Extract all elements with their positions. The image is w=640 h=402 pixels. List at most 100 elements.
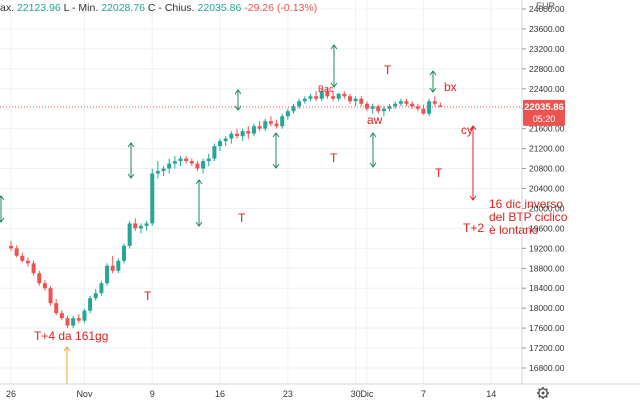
candle-up (319, 91, 324, 99)
candle-up (116, 260, 121, 271)
y-tick-label: 22800.00 (529, 64, 565, 74)
candle-up (353, 98, 358, 102)
candle-up (93, 293, 98, 299)
y-tick-label: 19600.00 (529, 223, 565, 233)
arrow-head-bottom (429, 87, 437, 93)
settings-gear-icon[interactable] (537, 387, 549, 399)
candle-down (348, 96, 352, 102)
annotation-text: del BTP ciclico (489, 210, 568, 224)
candle-up (387, 106, 392, 109)
arrow-head-bottom (272, 163, 280, 169)
annotation-text: T (144, 289, 152, 303)
x-axis[interactable]: 26 Nov 9 16 23 30 Dic 7 14 (6, 389, 496, 399)
annotation-text: è lontano (489, 223, 539, 237)
close-value: 22035.86 (197, 2, 242, 14)
green-double-arrow (0, 195, 5, 223)
close-label: C - Chius. (147, 2, 195, 14)
candle-down (20, 255, 25, 261)
candle-up (150, 173, 155, 224)
y-tick-label: 17200.00 (529, 343, 565, 353)
candle-down (325, 91, 330, 97)
candle-up (99, 283, 104, 294)
candle-up (144, 223, 149, 226)
candle-up (88, 298, 93, 311)
y-tick-label: 24000.00 (529, 4, 565, 14)
candle-up (178, 158, 183, 162)
y-tick-label: 20000.00 (529, 203, 565, 213)
candle-up (285, 111, 290, 117)
candle-up (308, 96, 313, 99)
arrow-head-top (0, 195, 5, 201)
annotation-text: cy (461, 123, 473, 137)
x-tick-label: Dic (360, 389, 373, 399)
annotation-text: T (435, 166, 443, 180)
candle-up (427, 101, 432, 114)
candle-down (268, 121, 273, 124)
y-tick-label: 21600.00 (529, 124, 565, 134)
green-double-arrow (369, 132, 377, 168)
price-badge-value: 22035.86 (524, 102, 564, 113)
candle-down (76, 318, 81, 321)
x-tick-label: Nov (76, 389, 93, 399)
candle-down (42, 283, 47, 289)
green-double-arrow (234, 89, 242, 111)
arrow-head-bottom (0, 217, 5, 223)
candle-down (274, 123, 279, 127)
candle-down (184, 158, 189, 162)
green-double-arrow (127, 142, 135, 179)
annotation-text: aw (367, 113, 383, 127)
arrow-head-top (369, 132, 377, 138)
candle-up (291, 106, 296, 112)
annotation-text: T (330, 151, 338, 165)
green-double-arrow (330, 44, 338, 88)
candle-down (432, 101, 437, 104)
arrow-head-bottom (127, 173, 135, 179)
candle-up (218, 141, 223, 147)
change-value: -29.26 (-0.13%) (244, 2, 318, 14)
arrow-head-top (330, 44, 338, 50)
currency-label: EUR (536, 1, 556, 11)
annotation-text: T+4 da 161gg (34, 329, 108, 343)
candle-up (370, 106, 375, 109)
candle-up (381, 108, 386, 112)
candle-down (14, 248, 19, 256)
y-tick-label: 19200.00 (529, 243, 565, 253)
candle-up (206, 158, 211, 162)
candle-down (364, 103, 369, 109)
arrow-head-top (234, 89, 242, 95)
x-tick-label: 26 (6, 389, 16, 399)
annotation-text: T+2 (463, 221, 484, 235)
candle-down (359, 98, 364, 104)
annotation-text: T (384, 63, 392, 77)
candle-up (82, 310, 87, 321)
candle-down (376, 106, 381, 112)
y-tick-label: 18800.00 (529, 263, 565, 273)
y-tick-label: 18400.00 (529, 283, 565, 293)
candle-down (110, 265, 115, 271)
orange-marker-head (63, 346, 71, 352)
arrow-head-bottom (469, 195, 477, 201)
candle-down (25, 260, 30, 264)
x-tick-label: 14 (486, 389, 496, 399)
price-badge-countdown: 05:20 (533, 114, 556, 124)
annotation-text: Bac (318, 84, 334, 94)
annotation-text: 16 dic inverso (489, 197, 563, 211)
green-double-arrow (429, 70, 437, 93)
y-axis[interactable]: 24000.00 23600.00 23200.00 22800.00 22400.00… (522, 4, 565, 373)
candle-up (393, 103, 398, 107)
arrow-head-top (429, 70, 437, 76)
green-double-arrow (195, 179, 203, 227)
y-tick-label: 23600.00 (529, 24, 565, 34)
candle-down (314, 96, 319, 99)
ohlc-header: ax. 22123.96 L - Min. 22028.76 C - Chius… (0, 2, 317, 14)
candle-down (235, 133, 239, 137)
candle-down (410, 103, 415, 107)
arrow-head-top (127, 142, 135, 148)
arrow-head-top (272, 132, 280, 138)
candle-down (31, 263, 36, 274)
arrow-head-bottom (369, 162, 377, 168)
candle-up (122, 245, 126, 261)
arrow-head-bottom (234, 105, 242, 111)
price-badge-bg (523, 99, 565, 126)
